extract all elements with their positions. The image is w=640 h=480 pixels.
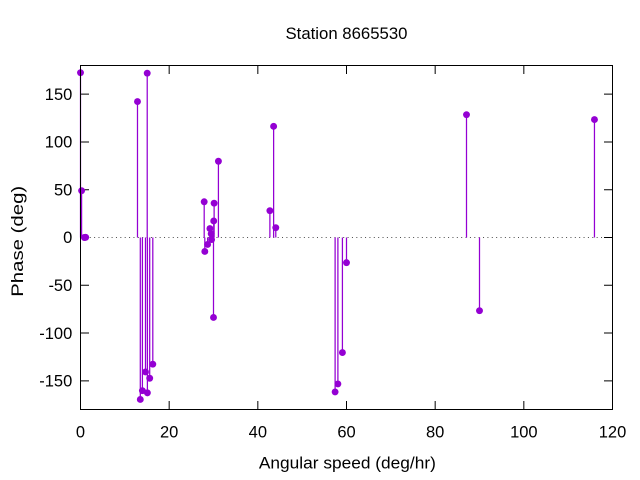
svg-text:Angular speed (deg/hr): Angular speed (deg/hr) [259, 454, 436, 472]
svg-text:-100: -100 [39, 325, 72, 343]
svg-text:150: 150 [45, 86, 73, 104]
svg-text:Station 8665530: Station 8665530 [286, 25, 408, 43]
svg-text:40: 40 [249, 424, 267, 442]
svg-text:120: 120 [599, 424, 627, 442]
svg-text:Phase (deg): Phase (deg) [9, 186, 27, 297]
svg-text:20: 20 [160, 424, 178, 442]
svg-text:100: 100 [45, 134, 73, 152]
svg-text:100: 100 [510, 424, 538, 442]
svg-text:60: 60 [337, 424, 355, 442]
svg-text:-50: -50 [48, 277, 72, 295]
svg-text:80: 80 [426, 424, 444, 442]
svg-text:0: 0 [63, 229, 72, 247]
svg-text:0: 0 [76, 424, 85, 442]
svg-text:-150: -150 [39, 373, 72, 391]
svg-text:50: 50 [54, 181, 72, 199]
